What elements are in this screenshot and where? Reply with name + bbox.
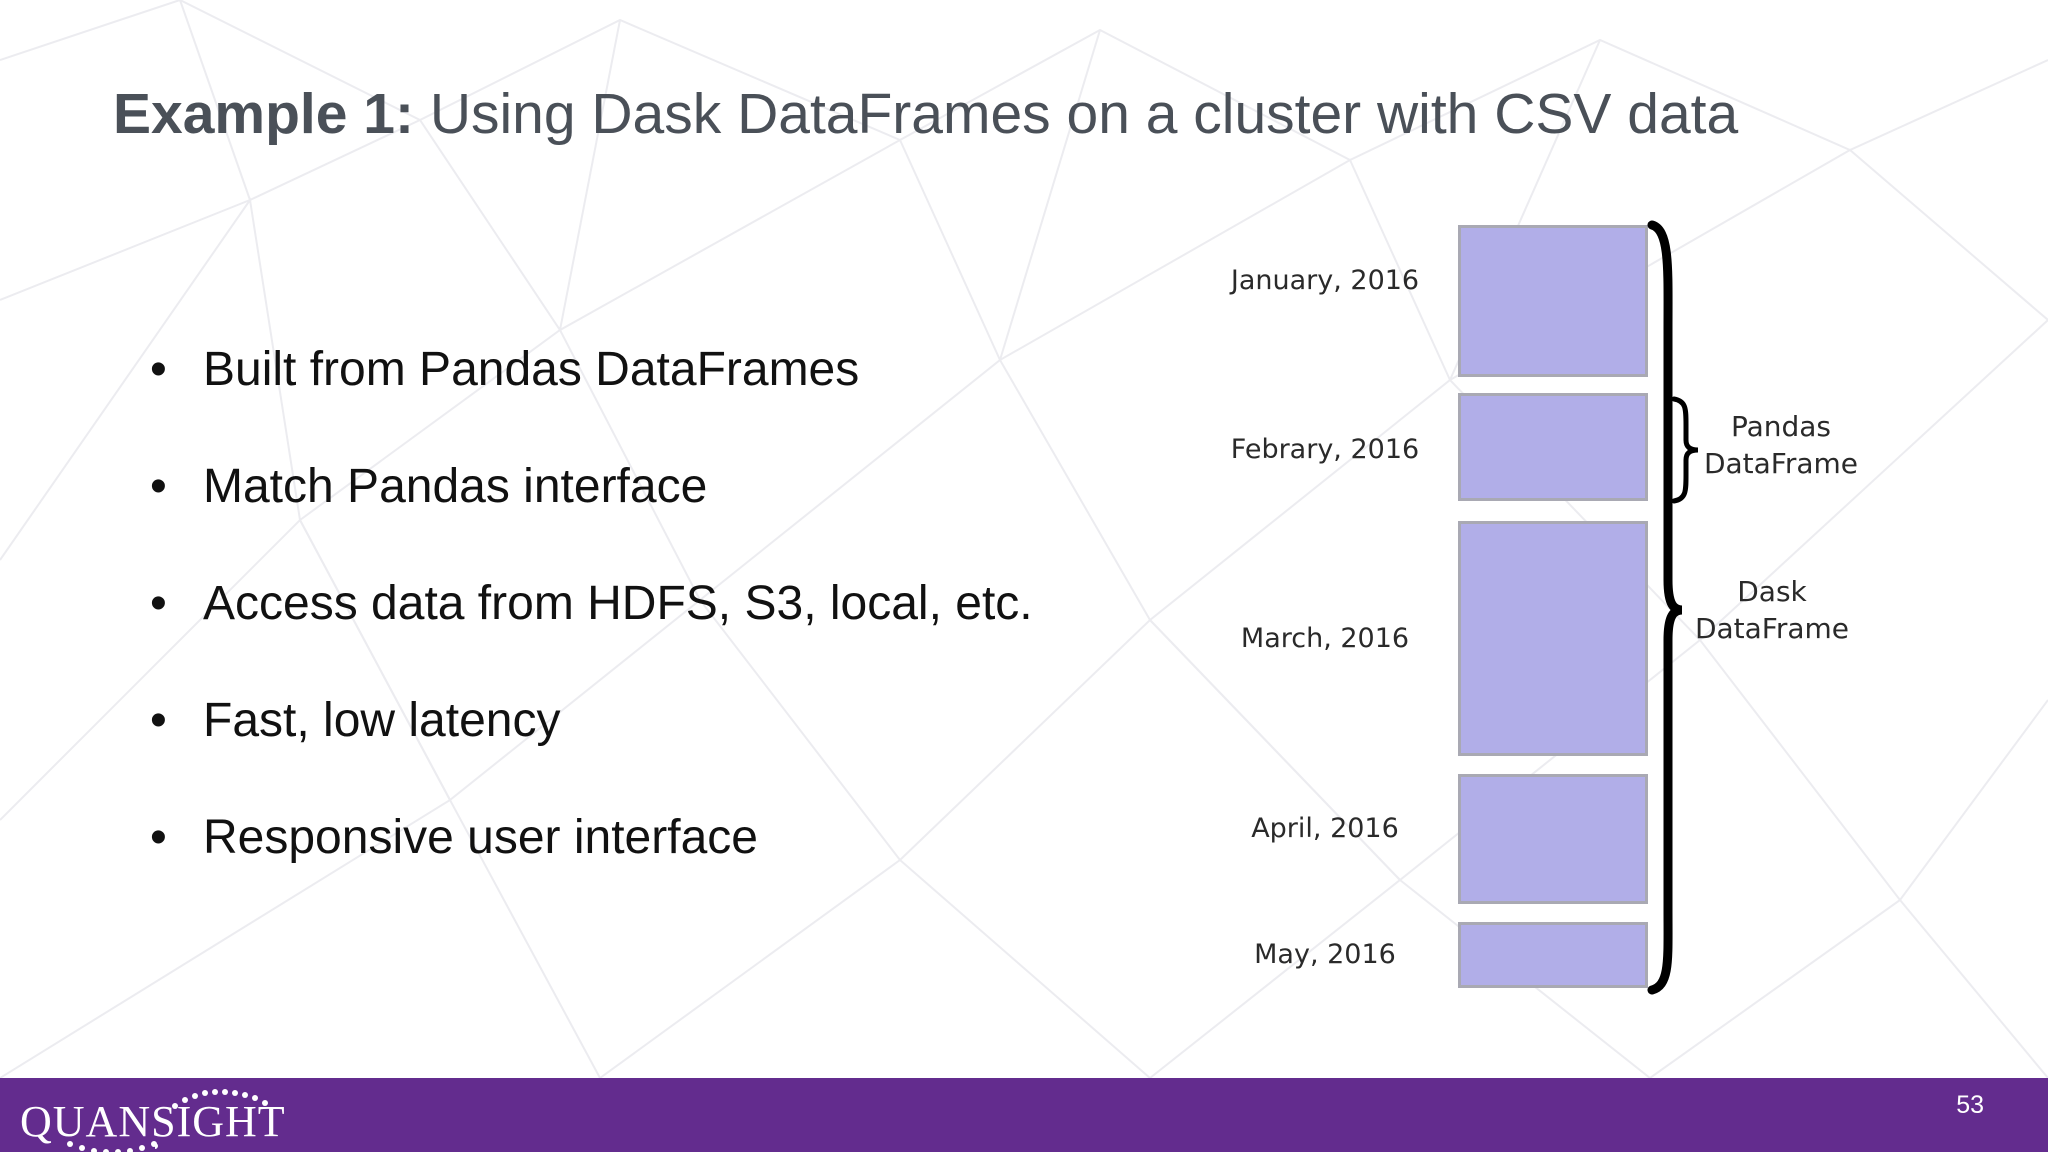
slide-title: Example 1: Using Dask DataFrames on a cl… [113, 80, 1753, 148]
dask-dataframe-label: Dask DataFrame [1687, 573, 1857, 647]
dask-brace-icon [1647, 220, 1683, 995]
bullet-item: • Match Pandas interface [150, 452, 1033, 569]
bullet-text: Responsive user interface [203, 811, 758, 864]
bullet-item: • Responsive user interface [150, 803, 1033, 920]
bullet-item: • Fast, low latency [150, 686, 1033, 803]
partition-label-april: April, 2016 [1251, 813, 1399, 844]
bullet-dot: • [150, 694, 167, 747]
title-rest-part: Using Dask DataFrames on a cluster with … [413, 82, 1739, 146]
dask-dataframe-diagram: January, 2016 Febrary, 2016 March, 2016 … [1200, 210, 1920, 1010]
pandas-label-line2: DataFrame [1703, 447, 1859, 480]
partition-label-january: January, 2016 [1230, 265, 1420, 296]
bullet-text: Fast, low latency [203, 694, 561, 747]
dask-label-line2: DataFrame [1694, 612, 1850, 645]
dask-label-line1: Dask [1737, 575, 1807, 608]
partition-label-may: May, 2016 [1254, 939, 1396, 970]
pandas-brace-icon [1671, 396, 1699, 504]
partition-block-april [1458, 774, 1648, 904]
partition-block-march [1458, 521, 1648, 756]
partition-block-february [1458, 393, 1648, 501]
partition-block-january [1458, 225, 1648, 377]
bullet-dot: • [150, 343, 167, 396]
partition-label-february: Febrary, 2016 [1230, 434, 1420, 465]
bullet-item: • Built from Pandas DataFrames [150, 335, 1033, 452]
logo-wordmark: QUANSIGHT [20, 1097, 286, 1146]
bullet-text: Built from Pandas DataFrames [203, 343, 860, 396]
partition-label-march: March, 2016 [1240, 623, 1410, 654]
logo-dots-icon [155, 1089, 268, 1149]
bullet-dot: • [150, 460, 167, 513]
bullet-list: • Built from Pandas DataFrames • Match Pan… [150, 335, 1033, 920]
bullet-item: • Access data from HDFS, S3, local, etc. [150, 569, 1033, 686]
bullet-text: Match Pandas interface [203, 460, 708, 513]
partition-block-may [1458, 922, 1648, 988]
pandas-label-line1: Pandas [1730, 410, 1832, 443]
bullet-dot: • [150, 577, 167, 630]
bullet-text: Access data from HDFS, S3, local, etc. [203, 577, 1033, 630]
title-bold-part: Example 1: [113, 82, 414, 146]
background-pattern [0, 0, 2048, 1078]
footer-bar [0, 1078, 2048, 1152]
page-number: 53 [1956, 1091, 1984, 1119]
quansight-logo: QUANSIGHT [20, 1089, 285, 1155]
bullet-dot: • [150, 811, 167, 864]
pandas-dataframe-label: Pandas DataFrame [1696, 408, 1866, 482]
